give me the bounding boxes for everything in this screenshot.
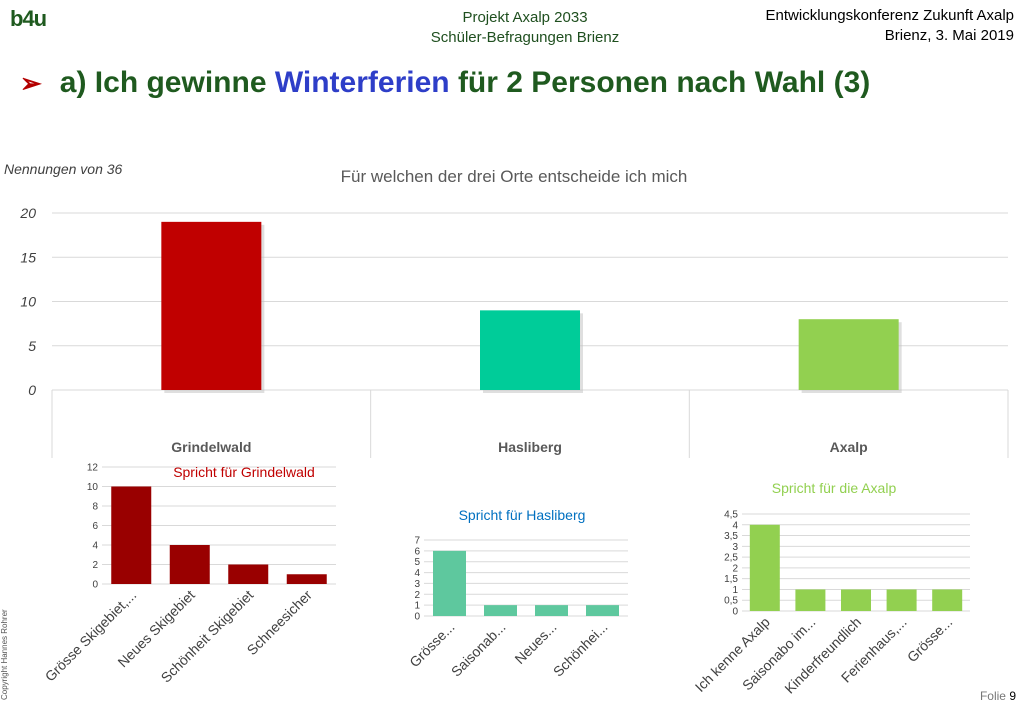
slide-title-highlight: Winterferien — [274, 66, 450, 99]
bar — [228, 564, 269, 584]
chart-title: Spricht für Hasliberg — [459, 507, 586, 523]
y-tick-label: 20 — [19, 205, 36, 221]
y-tick-label: 0,5 — [724, 596, 738, 607]
project-title: Projekt Axalp 2033 — [462, 9, 588, 26]
bar — [586, 605, 619, 616]
y-tick-label: 1,5 — [724, 574, 738, 585]
y-tick-label: 10 — [20, 294, 36, 310]
y-tick-label: 4 — [414, 568, 420, 579]
bar — [535, 605, 568, 616]
x-tick-label: Hasliberg — [498, 439, 562, 455]
main-bar-chart: Für welchen der drei Orte entscheide ich… — [4, 161, 1009, 458]
copyright-note: Copyright Hannes Rohrer — [0, 609, 9, 700]
bar — [886, 589, 917, 611]
chart-title: Spricht für die Axalp — [772, 480, 897, 496]
y-tick-label: 8 — [92, 502, 98, 513]
bar — [484, 605, 517, 616]
bar — [749, 524, 780, 611]
x-tick-label: Grösse... — [406, 619, 457, 670]
y-tick-label: 12 — [87, 463, 99, 474]
y-tick-label: 6 — [414, 546, 420, 557]
y-tick-label: 0 — [28, 382, 36, 398]
slide-label: Folie — [979, 689, 1006, 703]
x-tick-label: Schönhei... — [550, 619, 611, 680]
bar — [433, 550, 466, 616]
project-header: Projekt Axalp 2033 Schüler-Befragungen B… — [390, 8, 660, 48]
project-subtitle: Schüler-Befragungen Brienz — [430, 29, 620, 46]
y-tick-label: 7 — [414, 536, 420, 547]
y-tick-label: 2 — [92, 560, 98, 571]
chart-title: Spricht für Grindelwald — [173, 464, 315, 480]
y-tick-label: 6 — [92, 521, 98, 532]
y-tick-label: 0 — [732, 607, 738, 618]
bar — [111, 486, 152, 584]
bar — [932, 589, 963, 611]
bar — [161, 221, 262, 390]
x-tick-label: Ich kenne Axalp — [692, 614, 773, 695]
y-tick-label: 3,5 — [724, 531, 738, 542]
bar — [480, 310, 580, 390]
y-tick-label: 2,5 — [724, 553, 738, 564]
x-tick-label: Saisonab... — [448, 619, 509, 680]
y-tick-label: 10 — [87, 482, 99, 493]
bar — [841, 589, 871, 611]
slide-title-prefix: a) Ich gewinne — [59, 66, 275, 99]
logo: b4u — [10, 6, 47, 31]
conference-header: Entwicklungskonferenz Zukunft Axalp Brie… — [766, 6, 1014, 46]
x-tick-label: Neues... — [511, 619, 559, 667]
x-tick-label: Axalp — [830, 439, 868, 455]
y-tick-label: 3 — [732, 542, 738, 553]
y-tick-label: 2 — [732, 563, 738, 574]
y-tick-label: 4,5 — [724, 510, 738, 521]
slide-title: ➢ a) Ich gewinne Winterferien für 2 Perso… — [20, 66, 870, 100]
y-tick-label: 15 — [20, 249, 36, 265]
bar — [169, 545, 210, 584]
y-tick-label: 1 — [732, 585, 738, 596]
x-tick-label: Grösse... — [904, 614, 955, 665]
y-tick-label: 4 — [732, 520, 738, 531]
axalp-reasons-chart: 00,511,522,533,544,5 Spricht für die Axal… — [692, 480, 970, 697]
y-tick-label: 0 — [92, 580, 98, 591]
y-tick-label: 2 — [414, 590, 420, 601]
y-tick-label: 4 — [92, 541, 98, 552]
bar — [286, 574, 327, 584]
x-tick-label: Grindelwald — [171, 439, 251, 455]
y-tick-label: 5 — [28, 338, 36, 354]
conference-date: Brienz, 3. Mai 2019 — [884, 27, 1014, 44]
y-tick-label: 0 — [414, 612, 420, 623]
bar — [795, 589, 826, 611]
y-axis-label: Nennungen von 36 — [4, 161, 123, 177]
slide-title-suffix: für 2 Personen nach Wahl (3) — [449, 66, 871, 99]
slide-number: Folie 9 — [980, 689, 1016, 703]
bar — [798, 319, 899, 390]
conference-title: Entwicklungskonferenz Zukunft Axalp — [765, 7, 1014, 24]
chart-title: Für welchen der drei Orte entscheide ich… — [341, 167, 688, 186]
y-tick-label: 1 — [414, 601, 420, 612]
arrow-bullet-icon: ➢ — [20, 68, 42, 98]
slide-number-value: 9 — [1009, 689, 1016, 703]
y-tick-label: 5 — [414, 557, 420, 568]
y-tick-label: 3 — [414, 579, 420, 590]
